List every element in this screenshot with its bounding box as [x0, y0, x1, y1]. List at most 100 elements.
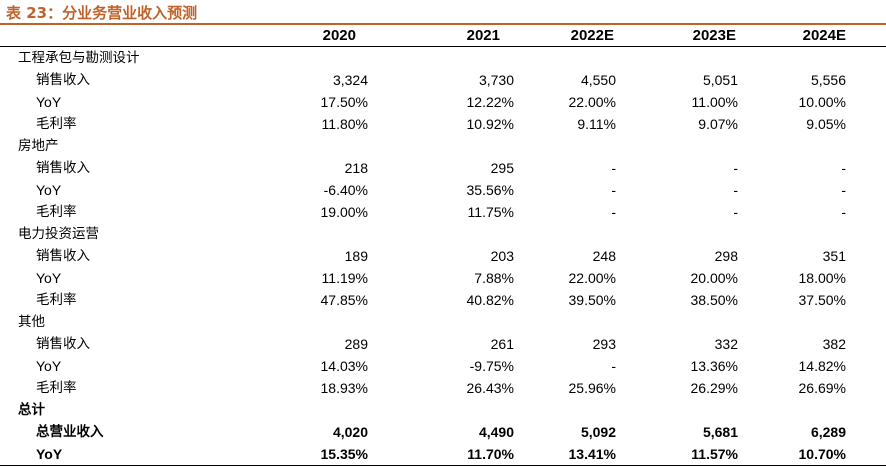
value-cell-2022e: 39.50%	[568, 292, 616, 308]
table-row: 销售收入 189 203 248 298 351	[0, 245, 886, 267]
section-label: 工程承包与勘测设计	[18, 50, 140, 66]
empty-cell	[386, 399, 520, 421]
value-cell-2021: 35.56%	[466, 182, 514, 198]
value-cell-2020: 289	[344, 336, 368, 352]
header-cell-2023e: 2023E	[640, 25, 764, 47]
value-cell-2022e: 9.11%	[577, 116, 616, 132]
value-cell-2024e: 6,289	[810, 424, 846, 440]
value-cell-2020: 218	[344, 160, 368, 176]
value-cell-2024e: 37.50%	[798, 292, 846, 308]
row-label: 销售收入	[36, 160, 90, 176]
value-cell-2021: 203	[490, 248, 514, 264]
value-cell-2022e: 4,550	[580, 72, 616, 88]
value-cell-2021: 261	[490, 336, 514, 352]
value-cell-2020: 3,324	[332, 72, 368, 88]
empty-cell	[520, 311, 640, 333]
section-header-row: 其他	[0, 311, 886, 333]
empty-cell	[386, 223, 520, 245]
value-cell-2021: -9.75%	[469, 358, 514, 374]
value-cell-2021: 12.22%	[466, 94, 514, 110]
section-header-row: 总计	[0, 399, 886, 421]
empty-cell	[764, 135, 886, 157]
value-cell-2024e: 9.05%	[806, 116, 846, 132]
section-header-row: 电力投资运营	[0, 223, 886, 245]
empty-cell	[520, 47, 640, 70]
row-label: 销售收入	[36, 336, 90, 352]
value-cell-2023e: 11.00%	[691, 94, 738, 110]
empty-cell	[386, 135, 520, 157]
section-header-row: 房地产	[0, 135, 886, 157]
value-cell-2023e: 332	[714, 336, 738, 352]
value-cell-2021: 3,730	[478, 72, 514, 88]
value-cell-2024e: -	[841, 204, 846, 220]
row-label: 毛利率	[36, 116, 77, 132]
value-cell-2024e: -	[841, 160, 846, 176]
row-label: 销售收入	[36, 72, 90, 88]
value-cell-2023e: -	[733, 160, 738, 176]
value-cell-2021: 4,490	[478, 424, 514, 440]
value-cell-2023e: -	[733, 204, 738, 220]
value-cell-2020: 4,020	[332, 424, 368, 440]
table-row: 销售收入 218 295 - - -	[0, 157, 886, 179]
value-cell-2021: 11.75%	[467, 204, 514, 220]
value-cell-2021: 295	[490, 160, 514, 176]
value-cell-2024e: 10.00%	[798, 94, 846, 110]
value-cell-2020: 47.85%	[320, 292, 368, 308]
empty-cell	[640, 135, 764, 157]
value-cell-2023e: 9.07%	[698, 116, 738, 132]
empty-cell	[640, 47, 764, 70]
value-cell-2022e: 22.00%	[568, 94, 616, 110]
section-header-row: 工程承包与勘测设计	[0, 47, 886, 70]
empty-cell	[640, 311, 764, 333]
value-cell-2020: 17.50%	[320, 94, 368, 110]
header-cell-2021: 2021	[386, 25, 520, 47]
section-label: 其他	[18, 314, 45, 330]
empty-cell	[252, 311, 386, 333]
value-cell-2022e: 248	[592, 248, 616, 264]
value-cell-2020: 11.19%	[321, 270, 368, 286]
header-cell-2022e: 2022E	[520, 25, 640, 47]
row-label: YoY	[36, 182, 62, 198]
value-cell-2023e: -	[733, 182, 738, 198]
header-cell-2020: 2020	[252, 25, 386, 47]
value-cell-2020: 189	[344, 248, 368, 264]
table-row: YoY 14.03% -9.75% - 13.36% 14.82%	[0, 355, 886, 377]
table-title: 表 23：分业务营业收入预测	[6, 4, 198, 22]
value-cell-2021: 11.70%	[386, 443, 520, 466]
value-cell-2023e: 38.50%	[690, 292, 738, 308]
row-label: 总营业收入	[36, 424, 104, 440]
row-label: YoY	[36, 270, 62, 286]
value-cell-2020: 11.80%	[321, 116, 368, 132]
table-body: 工程承包与勘测设计 销售收入 3,324 3,730 4,550 5,051 5,556 Yo…	[0, 47, 886, 466]
title-divider	[0, 23, 886, 25]
row-label: 销售收入	[36, 248, 90, 264]
empty-cell	[640, 223, 764, 245]
value-cell-2020: 19.00%	[320, 204, 368, 220]
empty-cell	[640, 399, 764, 421]
value-cell-2022e: 22.00%	[568, 270, 616, 286]
value-cell-2024e: 26.69%	[798, 380, 846, 396]
empty-cell	[520, 223, 640, 245]
section-label: 房地产	[18, 138, 59, 154]
table-row: YoY 15.35% 11.70% 13.41% 11.57% 10.70%	[0, 443, 886, 466]
table-row: 毛利率 18.93% 26.43% 25.96% 26.29% 26.69%	[0, 377, 886, 399]
empty-cell	[520, 399, 640, 421]
value-cell-2024e: -	[841, 182, 846, 198]
header-row: 2020 2021 2022E 2023E 2024E	[0, 25, 886, 47]
forecast-table: 2020 2021 2022E 2023E 2024E 工程承包与勘测设计销售收…	[0, 25, 886, 466]
table-row: 毛利率 11.80% 10.92% 9.11% 9.07% 9.05%	[0, 113, 886, 135]
header-cell-2024e: 2024E	[764, 25, 886, 47]
empty-cell	[252, 47, 386, 70]
row-label: 毛利率	[36, 292, 77, 308]
value-cell-2020: 18.93%	[320, 380, 368, 396]
empty-cell	[764, 311, 886, 333]
value-cell-2022e: -	[611, 182, 616, 198]
table-row: YoY 17.50% 12.22% 22.00% 11.00% 10.00%	[0, 91, 886, 113]
empty-cell	[252, 399, 386, 421]
value-cell-2022e: 5,092	[580, 424, 616, 440]
empty-cell	[764, 223, 886, 245]
value-cell-2023e: 26.29%	[690, 380, 738, 396]
value-cell-2024e: 18.00%	[798, 270, 846, 286]
empty-cell	[386, 47, 520, 70]
table-row: YoY -6.40% 35.56% - - -	[0, 179, 886, 201]
